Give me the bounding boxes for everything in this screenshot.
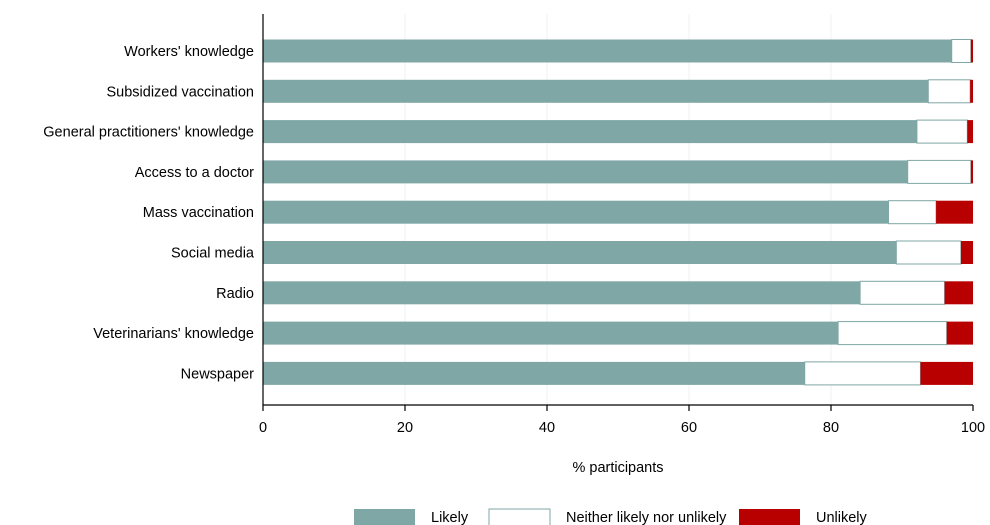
bar-5-series-2 (888, 200, 937, 225)
x-tick-label: 100 (961, 420, 985, 436)
bar-5-series-1 (263, 200, 889, 224)
bar-7-series-2 (859, 280, 946, 305)
x-tick-label: 20 (397, 420, 413, 436)
bar-3-series-3 (967, 120, 973, 144)
bar-2-series-1 (263, 79, 929, 103)
category-label: Workers' knowledge (124, 44, 254, 60)
legend-label-3: Unlikely (816, 510, 868, 525)
x-ticks: 0 20 40 60 80 100 (259, 405, 985, 436)
bar-4-series-2 (907, 159, 972, 184)
bars (263, 39, 973, 386)
bar-1-series-3 (970, 39, 973, 63)
bar-8-series-2 (837, 321, 948, 346)
x-axis-title: % participants (572, 460, 663, 476)
bar-9-series-2 (804, 361, 921, 386)
category-label: Social media (171, 246, 255, 262)
bar-9-series-1 (263, 361, 805, 385)
legend-swatch-2 (488, 508, 551, 525)
bar-2-series-3 (970, 79, 973, 103)
bar-4-series-3 (970, 160, 973, 184)
legend-swatch-3 (739, 509, 800, 525)
category-label: Newspaper (181, 366, 255, 382)
category-label: Veterinarians' knowledge (93, 326, 254, 342)
bar-3-series-1 (263, 120, 917, 144)
bar-2-series-2 (927, 79, 971, 104)
bar-6-series-3 (960, 241, 973, 264)
axes (262, 14, 973, 406)
bar-7-series-1 (263, 281, 861, 305)
category-label: Access to a doctor (135, 165, 254, 181)
x-tick-label: 0 (259, 420, 267, 436)
category-labels: Workers' knowledge Subsidized vaccination… (43, 44, 255, 382)
bar-6-series-2 (895, 240, 962, 265)
x-tick-label: 60 (681, 420, 697, 436)
category-label: Subsidized vaccination (106, 84, 254, 100)
bar-8-series-1 (263, 321, 839, 345)
bar-3-series-2 (916, 119, 968, 144)
legend-swatch-1 (354, 509, 415, 525)
bar-1-series-1 (263, 39, 952, 63)
legend-label-1: Likely (431, 510, 469, 525)
bar-8-series-3 (946, 321, 973, 345)
x-tick-label: 80 (823, 420, 839, 436)
bar-5-series-3 (936, 200, 973, 224)
bar-7-series-3 (944, 281, 973, 305)
bar-6-series-1 (263, 241, 897, 264)
bar-1-series-2 (951, 39, 972, 63)
bar-4-series-1 (263, 160, 908, 184)
category-label: General practitioners' knowledge (43, 125, 254, 141)
legend-label-2: Neither likely nor unlikely (566, 510, 727, 525)
category-label: Mass vaccination (143, 205, 254, 221)
category-label: Radio (216, 286, 254, 302)
bar-9-series-3 (920, 361, 973, 385)
x-tick-label: 40 (539, 420, 555, 436)
legend: Likely Neither likely nor unlikely Unlikel… (354, 508, 868, 525)
